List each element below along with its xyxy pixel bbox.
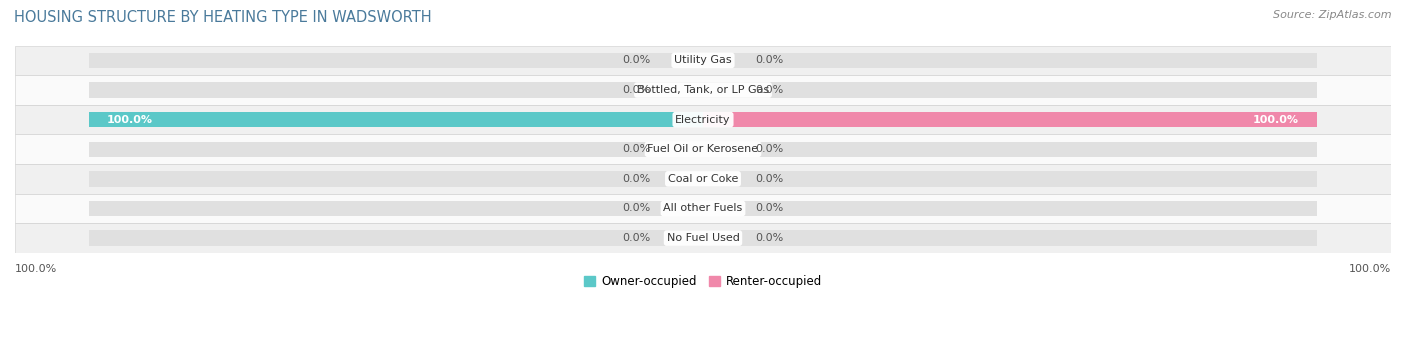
Text: 0.0%: 0.0% — [755, 144, 783, 154]
Text: 0.0%: 0.0% — [755, 55, 783, 65]
Text: 100.0%: 100.0% — [1348, 264, 1391, 274]
Bar — [89, 53, 703, 68]
Bar — [703, 201, 1317, 216]
Text: Bottled, Tank, or LP Gas: Bottled, Tank, or LP Gas — [637, 85, 769, 95]
Bar — [15, 134, 1391, 164]
Bar — [89, 112, 703, 128]
Text: 0.0%: 0.0% — [755, 233, 783, 243]
Text: 0.0%: 0.0% — [623, 174, 651, 184]
Bar — [15, 75, 1391, 105]
Text: 0.0%: 0.0% — [755, 203, 783, 214]
Text: 0.0%: 0.0% — [623, 144, 651, 154]
Text: Coal or Coke: Coal or Coke — [668, 174, 738, 184]
Bar — [15, 223, 1391, 253]
Bar — [15, 164, 1391, 194]
Bar — [89, 231, 703, 246]
Bar — [703, 112, 1317, 128]
Text: 0.0%: 0.0% — [623, 55, 651, 65]
Bar — [703, 53, 1317, 68]
Bar — [89, 201, 703, 216]
Text: 100.0%: 100.0% — [1253, 115, 1299, 125]
Text: 100.0%: 100.0% — [15, 264, 58, 274]
Text: HOUSING STRUCTURE BY HEATING TYPE IN WADSWORTH: HOUSING STRUCTURE BY HEATING TYPE IN WAD… — [14, 10, 432, 25]
Text: 0.0%: 0.0% — [623, 203, 651, 214]
Text: 0.0%: 0.0% — [755, 174, 783, 184]
Text: Electricity: Electricity — [675, 115, 731, 125]
Bar — [15, 46, 1391, 75]
Text: Fuel Oil or Kerosene: Fuel Oil or Kerosene — [647, 144, 759, 154]
Bar — [89, 141, 703, 157]
Bar — [89, 171, 703, 187]
Bar — [703, 82, 1317, 98]
Bar — [703, 141, 1317, 157]
Bar — [89, 82, 703, 98]
Bar — [15, 194, 1391, 223]
Bar — [15, 105, 1391, 134]
Text: All other Fuels: All other Fuels — [664, 203, 742, 214]
Text: 0.0%: 0.0% — [623, 233, 651, 243]
Legend: Owner-occupied, Renter-occupied: Owner-occupied, Renter-occupied — [579, 270, 827, 293]
Text: Utility Gas: Utility Gas — [675, 55, 731, 65]
Text: 0.0%: 0.0% — [755, 85, 783, 95]
Bar — [89, 112, 703, 128]
Text: Source: ZipAtlas.com: Source: ZipAtlas.com — [1274, 10, 1392, 20]
Text: 0.0%: 0.0% — [623, 85, 651, 95]
Bar — [703, 112, 1317, 128]
Text: 100.0%: 100.0% — [107, 115, 153, 125]
Bar — [703, 231, 1317, 246]
Bar — [703, 171, 1317, 187]
Text: No Fuel Used: No Fuel Used — [666, 233, 740, 243]
